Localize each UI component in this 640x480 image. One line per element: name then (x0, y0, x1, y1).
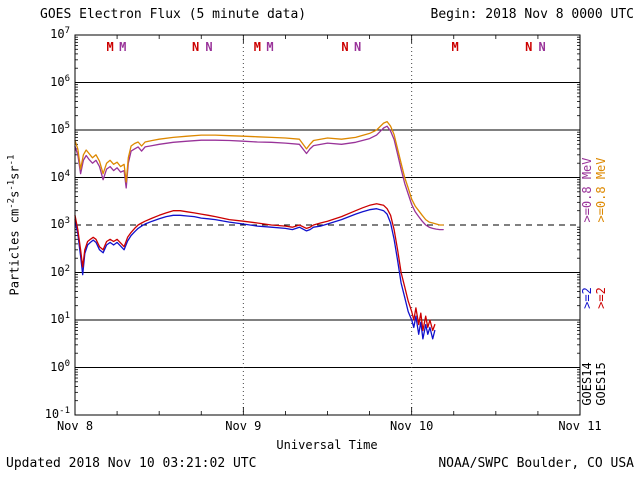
y-axis-title: Particles cm-2s-1sr-1 (7, 155, 22, 296)
y-tick-label: 103 (50, 216, 70, 231)
satellite-midnight-marker: M (452, 40, 459, 54)
y-axis-title-sup: -2 (6, 197, 17, 209)
y-tick-label: 106 (50, 73, 70, 89)
satellite-midnight-marker: M (119, 40, 126, 54)
plot-border (74, 34, 581, 416)
x-tick-label: Nov 9 (225, 419, 262, 433)
series-line-goes15-2mev (74, 203, 436, 332)
legend-goes14-name: GOES14 (580, 362, 594, 406)
satellite-noon-marker: N (341, 40, 348, 54)
x-axis-title: Universal Time (276, 438, 378, 452)
legend-goes15-name: GOES15 (594, 362, 608, 406)
begin-date-label: Begin: 2018 Nov 8 0000 UTC (430, 7, 635, 22)
satellite-midnight-marker: M (106, 40, 113, 54)
y-axis-title-sup: -1 (6, 154, 17, 166)
updated-timestamp: Updated 2018 Nov 10 03:21:02 UTC (6, 456, 257, 471)
legend-goes14-gt08mev: >=0.8 MeV (580, 157, 594, 223)
y-tick-label: 100 (50, 358, 70, 374)
x-tick-label: Nov 11 (558, 419, 602, 433)
legend-goes14-gt2mev: >=2 (580, 287, 594, 309)
y-axis-title-text: s (7, 190, 22, 198)
y-axis-title-text: Particles cm (7, 208, 22, 296)
y-tick-label: 107 (50, 26, 70, 41)
source-attribution: NOAA/SWPC Boulder, CO USA (438, 456, 634, 471)
satellite-noon-marker: N (525, 40, 532, 54)
series-line-goes14-2mev (74, 208, 436, 340)
legend-goes15-gt2mev: >=2 (594, 287, 608, 309)
y-tick-label: 105 (50, 121, 70, 136)
y-tick-label: 102 (50, 263, 70, 279)
y-axis-title-sup: -1 (6, 179, 17, 191)
y-tick-label: 104 (50, 168, 70, 184)
satellite-noon-marker: N (354, 40, 361, 54)
satellite-noon-marker: N (205, 40, 212, 54)
satellite-midnight-marker: M (266, 40, 273, 54)
page-title: GOES Electron Flux (5 minute data) (40, 7, 307, 22)
series-line-goes14-08mev (74, 125, 444, 231)
y-tick-label: 101 (50, 311, 70, 326)
series-line-goes15-08mev (74, 120, 444, 226)
x-tick-label: Nov 10 (389, 419, 434, 433)
y-tick-label: 10-1 (44, 406, 70, 421)
legend-goes15-gt08mev: >=0.8 MeV (594, 157, 608, 223)
satellite-noon-marker: N (192, 40, 199, 54)
satellite-noon-marker: N (539, 40, 546, 54)
satellite-midnight-marker: M (254, 40, 261, 54)
x-tick-label: Nov 8 (56, 419, 94, 433)
y-axis-title-text: sr (7, 165, 22, 180)
